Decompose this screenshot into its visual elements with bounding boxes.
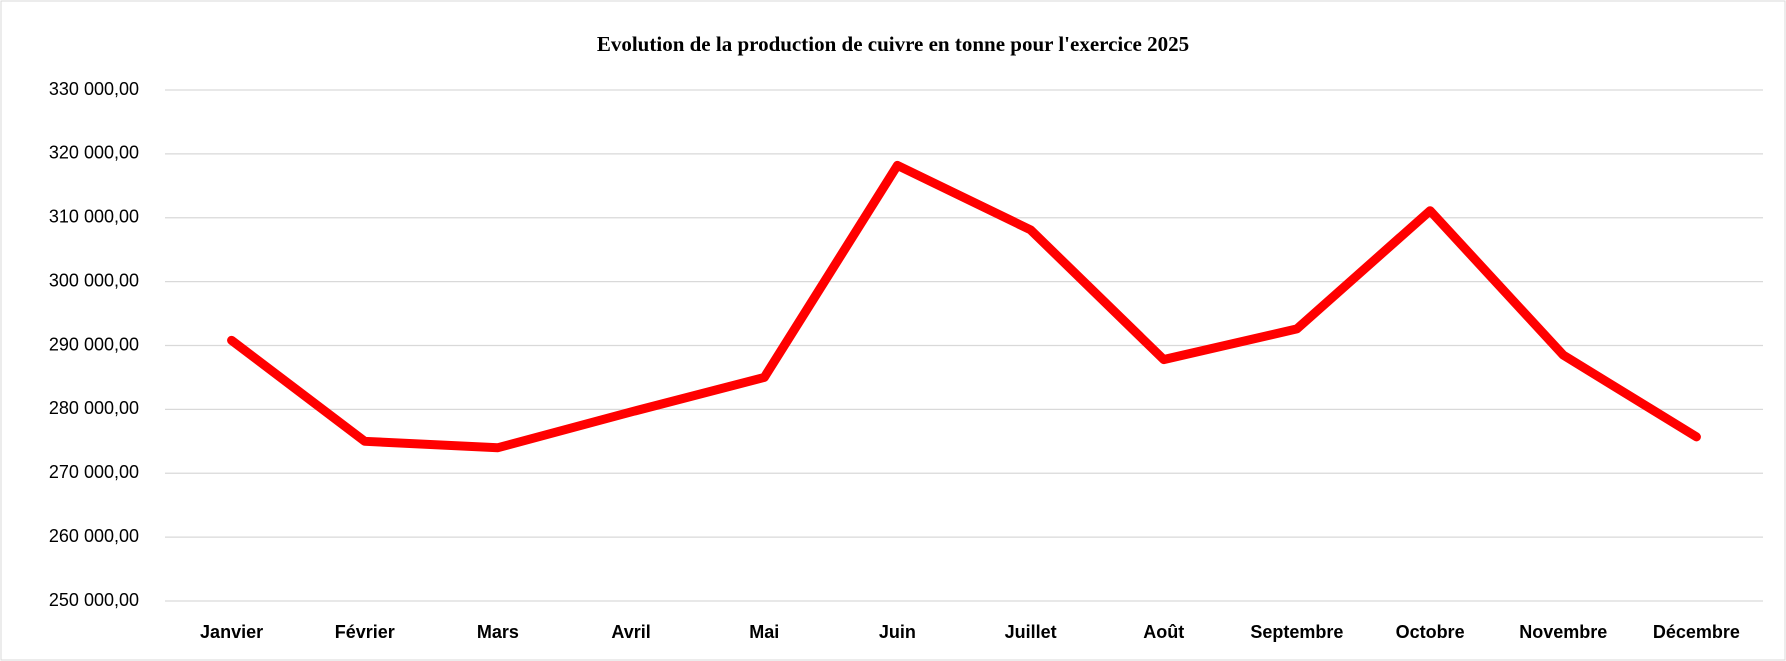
y-tick-label: 310 000,00 bbox=[49, 207, 139, 227]
x-tick-label: Mars bbox=[477, 622, 519, 642]
x-tick-label: Octobre bbox=[1396, 622, 1465, 642]
x-tick-label: Mai bbox=[749, 622, 779, 642]
y-tick-label: 270 000,00 bbox=[49, 462, 139, 482]
x-tick-label: Juin bbox=[879, 622, 916, 642]
x-tick-label: Janvier bbox=[200, 622, 263, 642]
y-tick-label: 280 000,00 bbox=[49, 398, 139, 418]
x-tick-label: Février bbox=[335, 622, 395, 642]
y-tick-label: 290 000,00 bbox=[49, 334, 139, 354]
line-series bbox=[227, 160, 1701, 453]
x-tick-label: Septembre bbox=[1250, 622, 1343, 642]
y-tick-label: 250 000,00 bbox=[49, 590, 139, 610]
x-tick-label: Juillet bbox=[1005, 622, 1057, 642]
x-tick-label: Novembre bbox=[1519, 622, 1607, 642]
y-tick-label: 300 000,00 bbox=[49, 270, 139, 290]
x-tick-label: Avril bbox=[611, 622, 650, 642]
y-tick-label: 330 000,00 bbox=[49, 79, 139, 99]
chart-title: Evolution de la production de cuivre en … bbox=[597, 32, 1189, 56]
y-tick-label: 260 000,00 bbox=[49, 526, 139, 546]
y-tick-label: 320 000,00 bbox=[49, 143, 139, 163]
x-tick-label: Août bbox=[1143, 622, 1184, 642]
x-tick-label: Décembre bbox=[1653, 622, 1740, 642]
